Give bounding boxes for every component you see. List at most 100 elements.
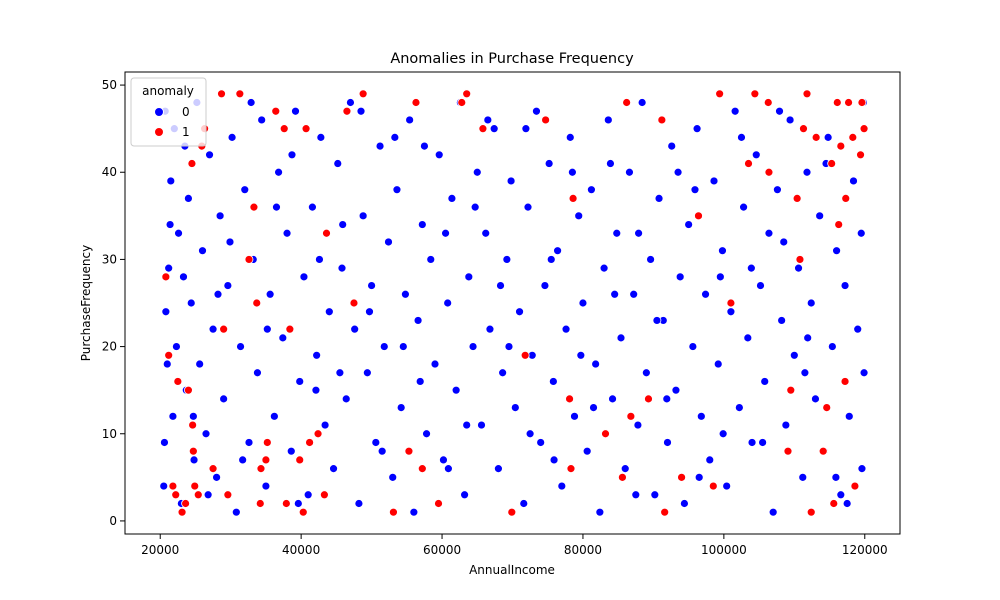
scatter-point-normal xyxy=(515,307,524,317)
scatter-point-anomaly xyxy=(750,89,760,99)
scatter-point-anomaly xyxy=(173,377,183,386)
scatter-point-anomaly xyxy=(190,481,200,491)
scatter-point-normal xyxy=(608,394,617,404)
scatter-point-normal xyxy=(311,385,321,395)
scatter-point-normal xyxy=(451,385,461,395)
scatter-point-normal xyxy=(589,403,598,413)
scatter-point-normal xyxy=(844,411,854,421)
scatter-point-normal xyxy=(223,281,233,290)
scatter-point-anomaly xyxy=(417,464,427,474)
scatter-point-normal xyxy=(483,115,493,125)
scatter-point-anomaly xyxy=(783,446,793,456)
scatter-point-anomaly xyxy=(235,89,245,99)
scatter-point-normal xyxy=(375,141,385,151)
scatter-point-normal xyxy=(208,324,218,334)
scatter-point-normal xyxy=(371,438,381,447)
scatter-point-normal xyxy=(690,185,700,195)
scatter-point-normal xyxy=(734,403,744,413)
scatter-point-anomaly xyxy=(285,324,295,334)
scatter-point-normal xyxy=(329,464,338,474)
scatter-point-normal xyxy=(195,359,205,369)
scatter-point-normal xyxy=(652,316,662,325)
scatter-point-normal xyxy=(338,220,348,229)
scatter-point-normal xyxy=(188,411,198,421)
scatter-point-normal xyxy=(312,350,322,360)
scatter-point-anomaly xyxy=(622,98,632,107)
scatter-point-normal xyxy=(379,342,389,351)
scatter-point-normal xyxy=(413,316,423,325)
scatter-point-normal xyxy=(443,464,453,474)
scatter-point-anomaly xyxy=(217,89,226,99)
scatter-point-anomaly xyxy=(252,298,262,308)
scatter-point-normal xyxy=(219,394,229,404)
scatter-point-normal xyxy=(165,220,175,229)
legend-label-0: 0 xyxy=(182,105,190,119)
scatter-point-anomaly xyxy=(188,446,198,456)
scatter-point-normal xyxy=(496,281,505,290)
scatter-point-normal xyxy=(718,429,728,439)
scatter-point-normal xyxy=(291,106,300,116)
scatter-point-normal xyxy=(523,202,533,212)
scatter-point-anomaly xyxy=(708,481,718,491)
scatter-point-normal xyxy=(715,272,725,282)
scatter-point-normal xyxy=(388,472,398,482)
scatter-point-anomaly xyxy=(404,446,414,456)
scatter-point-normal xyxy=(286,446,296,456)
scatter-point-normal xyxy=(803,333,813,343)
scatter-point-normal xyxy=(362,368,372,378)
scatter-point-normal xyxy=(405,115,415,125)
scatter-point-normal xyxy=(441,228,450,238)
scatter-point-anomaly xyxy=(193,490,203,500)
scatter-point-normal xyxy=(696,411,706,421)
scatter-point-normal xyxy=(269,411,279,421)
legend-title: anomaly xyxy=(142,84,194,98)
scatter-point-normal xyxy=(502,255,512,264)
scatter-point-normal xyxy=(675,272,685,282)
scatter-point-normal xyxy=(215,211,225,221)
scatter-point-normal xyxy=(779,237,789,247)
scatter-point-anomaly xyxy=(660,507,670,517)
scatter-point-anomaly xyxy=(261,455,271,465)
scatter-point-anomaly xyxy=(715,89,725,99)
scatter-point-normal xyxy=(341,394,351,404)
scatter-point-anomaly xyxy=(244,255,254,264)
scatter-point-anomaly xyxy=(223,490,233,500)
scatter-point-normal xyxy=(236,342,245,351)
scatter-point-anomaly xyxy=(434,499,443,508)
scatter-point-normal xyxy=(603,115,613,125)
scatter-point-normal xyxy=(225,237,235,247)
scatter-point-anomaly xyxy=(568,193,578,203)
scatter-point-normal xyxy=(315,255,324,264)
scatter-point-normal xyxy=(667,141,677,151)
scatter-point-normal xyxy=(591,359,601,369)
y-tick-label: 20 xyxy=(102,340,117,354)
scatter-point-anomaly xyxy=(188,420,198,430)
scatter-point-normal xyxy=(324,307,334,317)
scatter-point-normal xyxy=(333,159,343,168)
scatter-point-anomaly xyxy=(177,507,187,517)
scatter-point-anomaly xyxy=(644,394,653,404)
scatter-point-normal xyxy=(662,394,672,404)
scatter-point-normal xyxy=(293,499,303,508)
scatter-point-anomaly xyxy=(763,98,773,107)
scatter-point-normal xyxy=(849,176,858,186)
scatter-point-normal xyxy=(654,193,664,203)
scatter-point-normal xyxy=(506,176,516,186)
scatter-point-normal xyxy=(629,289,639,299)
plot-frame xyxy=(124,71,901,535)
scatter-point-normal xyxy=(335,368,345,378)
scatter-point-anomaly xyxy=(657,115,667,125)
scatter-point-normal xyxy=(184,193,193,203)
scatter-point-anomaly xyxy=(806,507,816,517)
scatter-point-anomaly xyxy=(187,159,197,168)
scatter-point-normal xyxy=(789,350,799,360)
scatter-point-normal xyxy=(546,255,556,264)
scatter-point-normal xyxy=(162,359,172,369)
scatter-point-normal xyxy=(773,185,782,195)
scatter-point-anomaly xyxy=(786,385,796,395)
scatter-point-normal xyxy=(303,490,313,500)
scatter-point-normal xyxy=(287,150,297,160)
scatter-point-anomaly xyxy=(411,98,421,107)
scatter-point-normal xyxy=(694,472,704,482)
x-tick-label: 40000 xyxy=(282,543,320,557)
